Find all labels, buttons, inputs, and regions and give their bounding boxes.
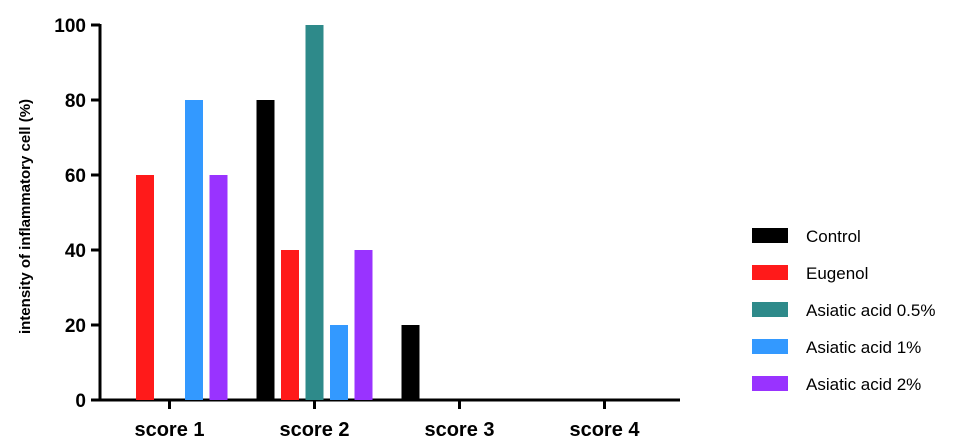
bar [281, 250, 299, 400]
legend-swatch [752, 339, 788, 354]
legend-label: Asiatic acid 0.5% [806, 301, 935, 320]
x-tick-label: score 4 [569, 419, 640, 441]
legend-label: Asiatic acid 1% [806, 338, 921, 357]
y-tick-label: 40 [65, 241, 86, 262]
legend-swatch [752, 302, 788, 317]
legend-swatch [752, 376, 788, 391]
bar [185, 100, 203, 400]
y-tick-label: 100 [54, 16, 86, 37]
y-tick-label: 0 [75, 391, 86, 412]
bar [401, 325, 420, 400]
legend-label: Control [806, 227, 861, 246]
y-axis-title: intensity of inflammatory cell (%) [17, 99, 34, 334]
bar [305, 25, 324, 400]
x-tick-label: score 2 [279, 419, 349, 441]
legend-swatch [752, 228, 788, 243]
legend-label: Asiatic acid 2% [806, 375, 921, 394]
bar [136, 175, 154, 400]
bar [209, 175, 228, 400]
y-tick-label: 80 [65, 91, 86, 112]
x-tick-label: score 1 [134, 419, 204, 441]
bar [330, 325, 348, 400]
bar [256, 100, 275, 400]
x-tick-label: score 3 [424, 419, 494, 441]
legend-label: Eugenol [806, 264, 868, 283]
legend-swatch [752, 265, 788, 280]
bar [354, 250, 373, 400]
y-tick-label: 20 [65, 316, 86, 337]
y-tick-label: 60 [65, 166, 86, 187]
